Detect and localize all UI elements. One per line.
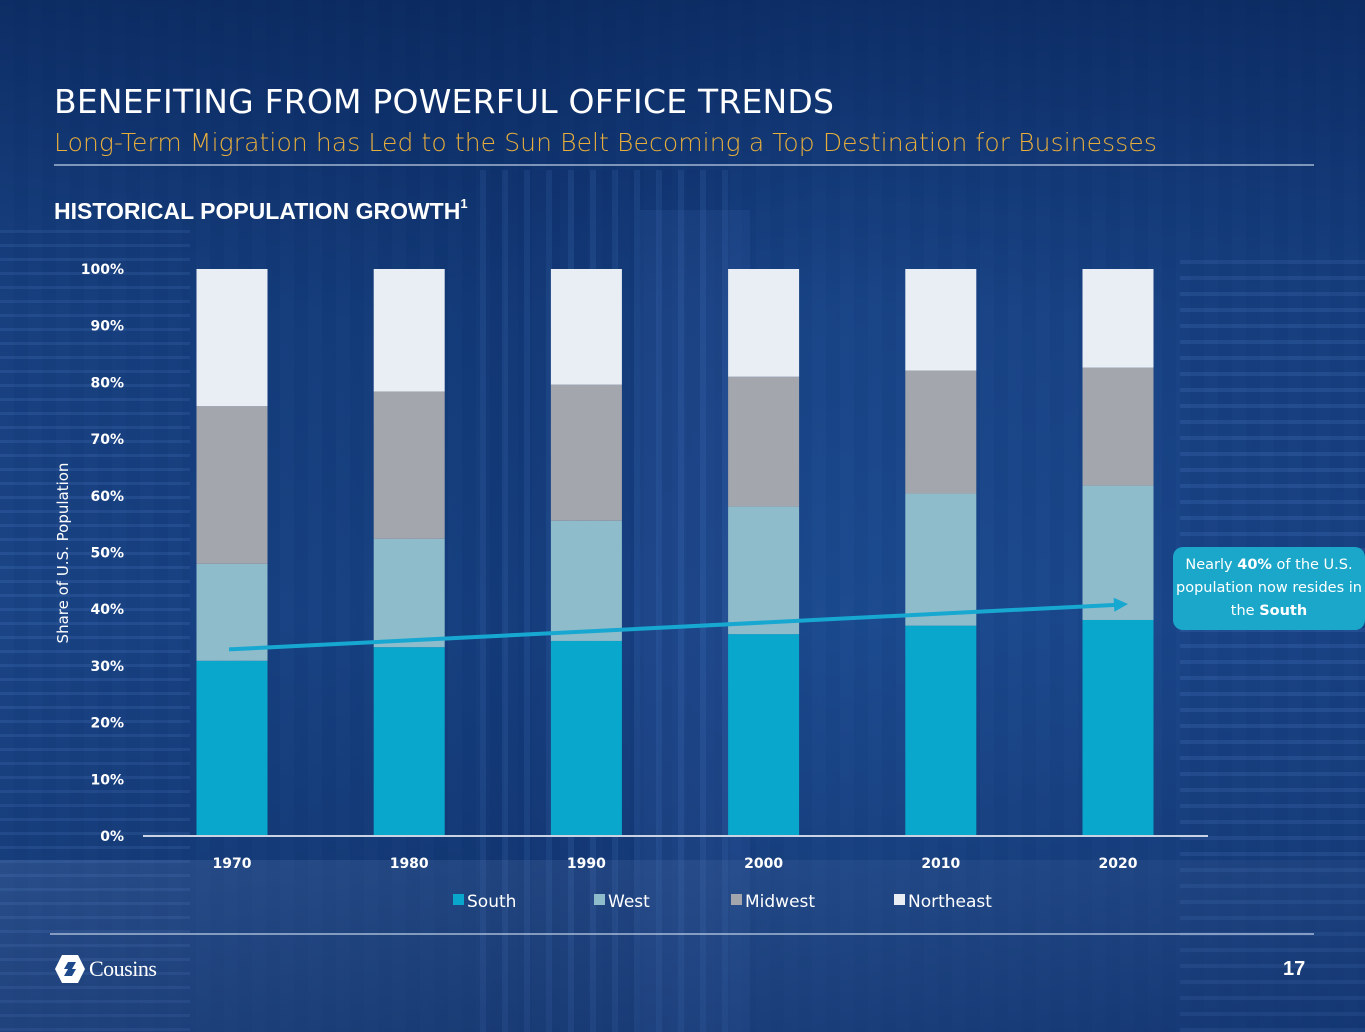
chart-section-title: HISTORICAL POPULATION GROWTH1: [54, 196, 468, 225]
legend-label-south: South: [467, 892, 516, 912]
y-tick-label: 60%: [90, 489, 124, 505]
bar-segment-west-1990: [550, 520, 622, 641]
background-building-left: [0, 230, 190, 1032]
bar-segment-midwest-2010: [905, 370, 977, 494]
bar-segment-midwest-1980: [373, 391, 445, 539]
background-building-right: [1180, 260, 1365, 1032]
bar-segment-northeast-1970: [196, 269, 268, 407]
bar-segment-west-2020: [1082, 485, 1154, 620]
x-tick-label: 2000: [744, 856, 783, 872]
legend-swatch-west: [594, 894, 605, 905]
legend-label-midwest: Midwest: [745, 892, 815, 912]
background-street: [0, 860, 1365, 1032]
bar-segment-northeast-2020: [1082, 269, 1154, 368]
callout-highlight-percent: 40%: [1237, 557, 1272, 573]
bar-segment-west-1970: [196, 563, 268, 661]
slide-title: BENEFITING FROM POWERFUL OFFICE TRENDS: [54, 82, 835, 121]
bar-segment-northeast-2000: [728, 269, 800, 377]
callout-box: Nearly 40% of the U.S. population now re…: [1173, 547, 1365, 630]
y-tick-label: 50%: [90, 546, 124, 562]
bar-segment-west-2000: [728, 506, 800, 635]
bar-segment-south-1990: [550, 640, 622, 836]
page-number: 17: [1283, 958, 1306, 980]
cousins-hexagon-logo-icon: [55, 955, 85, 983]
trend-arrow-line: [228, 602, 1117, 652]
x-axis-ticks: 1970 1980 1990 2000 2010 2020: [213, 856, 1138, 872]
bar-segment-south-2010: [905, 625, 977, 836]
bar-segment-south-1980: [373, 647, 445, 836]
bar-segment-northeast-2010: [905, 269, 977, 371]
legend-swatch-south: [453, 894, 464, 905]
callout-middle: of the U.S. population now resides in th…: [1176, 557, 1362, 619]
callout-prefix: Nearly: [1185, 557, 1238, 573]
x-tick-label: 1970: [213, 856, 252, 872]
y-tick-label: 10%: [90, 772, 124, 788]
legend-label-west: West: [608, 892, 650, 912]
y-tick-label: 0%: [100, 829, 124, 845]
x-tick-label: 1990: [567, 856, 606, 872]
legend-swatch-midwest: [731, 894, 742, 905]
bar-segment-west-1980: [373, 538, 445, 648]
y-axis-ticks: 0% 10% 20% 30% 40% 50% 60% 70% 80% 90% 100%: [81, 262, 124, 845]
bar-segment-south-2000: [728, 634, 800, 836]
x-tick-label: 2010: [921, 856, 960, 872]
y-tick-label: 90%: [90, 319, 124, 335]
legend-swatch-northeast: [894, 894, 905, 905]
x-tick-label: 2020: [1099, 856, 1138, 872]
y-tick-label: 100%: [81, 262, 124, 278]
y-tick-label: 20%: [90, 716, 124, 732]
bar-segment-midwest-1970: [196, 406, 268, 564]
bar-segment-midwest-1990: [550, 384, 622, 521]
y-axis-label: Share of U.S. Population: [54, 463, 72, 644]
bar-segment-northeast-1980: [373, 269, 445, 392]
footer-divider: [50, 933, 1314, 935]
company-logo: Cousins: [54, 952, 157, 986]
slide-subtitle: Long-Term Migration has Led to the Sun B…: [54, 128, 1158, 157]
y-tick-label: 70%: [90, 432, 124, 448]
x-tick-label: 1980: [390, 856, 429, 872]
bar-segment-south-1970: [196, 660, 268, 836]
y-tick-label: 30%: [90, 659, 124, 675]
y-tick-label: 40%: [90, 602, 124, 618]
y-tick-label: 80%: [90, 375, 124, 391]
chart-legend: South West Midwest Northeast: [453, 892, 992, 912]
trend-arrow-head: [1113, 597, 1128, 612]
bar-segment-northeast-1990: [550, 269, 622, 385]
header-divider: [54, 164, 1314, 166]
footnote-marker: 1: [460, 196, 468, 211]
logo-text: Cousins: [89, 956, 157, 981]
callout-highlight-region: South: [1259, 603, 1308, 619]
bars: [196, 269, 1154, 836]
bar-segment-midwest-2020: [1082, 367, 1154, 486]
bar-segment-midwest-2000: [728, 376, 800, 507]
trend-arrow: [228, 597, 1128, 652]
section-title-text: HISTORICAL POPULATION GROWTH: [54, 198, 461, 224]
bar-segment-west-2010: [905, 493, 977, 626]
bar-segment-south-2020: [1082, 619, 1154, 836]
legend-label-northeast: Northeast: [908, 892, 992, 912]
